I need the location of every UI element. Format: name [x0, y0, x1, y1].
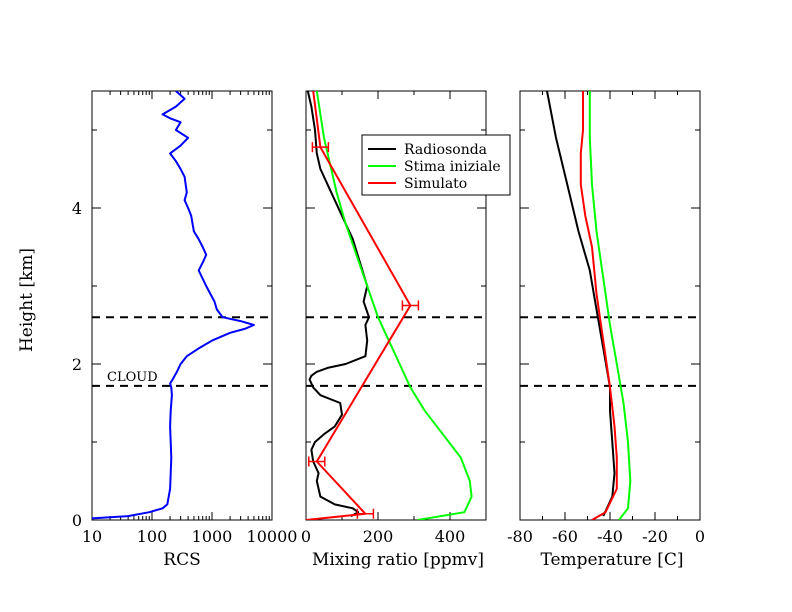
series-group — [306, 91, 473, 520]
series-line — [588, 91, 632, 520]
plot-frame — [305, 90, 487, 521]
series-line — [92, 91, 255, 520]
x-axis-label-mixing-ratio: Mixing ratio [ppmv] — [312, 550, 484, 570]
y-tick-label: 0 — [72, 511, 82, 530]
x-tick-label: -40 — [597, 527, 623, 546]
series-group — [92, 91, 255, 520]
legend-label: Stima iniziale — [404, 159, 501, 175]
legend-label: Radiosonda — [404, 142, 487, 158]
x-tick-label: 400 — [435, 527, 466, 546]
x-axis-label-rcs: RCS — [163, 550, 200, 570]
x-tick-label: 200 — [363, 527, 394, 546]
plot-frame — [519, 90, 701, 521]
x-tick-label: 1000 — [192, 527, 233, 546]
cloud-annotation: CLOUD — [107, 370, 158, 385]
x-tick-label: -60 — [552, 527, 578, 546]
series-line — [306, 91, 412, 520]
rcs-panel: 10 100 1000 10000 0 2 4 CLOUD — [72, 90, 298, 546]
y-tick-label: 4 — [72, 199, 82, 218]
series-line — [546, 91, 616, 517]
x-tick-label: 10 — [82, 527, 102, 546]
x-tick-label: -80 — [507, 527, 533, 546]
legend-label: Simulato — [404, 176, 467, 192]
temperature-panel: -80 -60 -40 -20 0 — [507, 90, 705, 546]
series-group — [546, 91, 632, 520]
y-tick-label: 2 — [72, 355, 82, 374]
x-tick-label: 0 — [301, 527, 311, 546]
series-line — [306, 91, 370, 517]
y-axis-label: Height [km] — [17, 248, 37, 352]
x-tick-label: -20 — [642, 527, 668, 546]
x-tick-label: 10000 — [247, 527, 298, 546]
x-tick-label: 0 — [695, 527, 705, 546]
x-tick-label: 100 — [137, 527, 168, 546]
plot-frame — [91, 90, 273, 521]
series-line — [579, 91, 618, 520]
x-axis-label-temperature: Temperature [C] — [540, 550, 683, 570]
